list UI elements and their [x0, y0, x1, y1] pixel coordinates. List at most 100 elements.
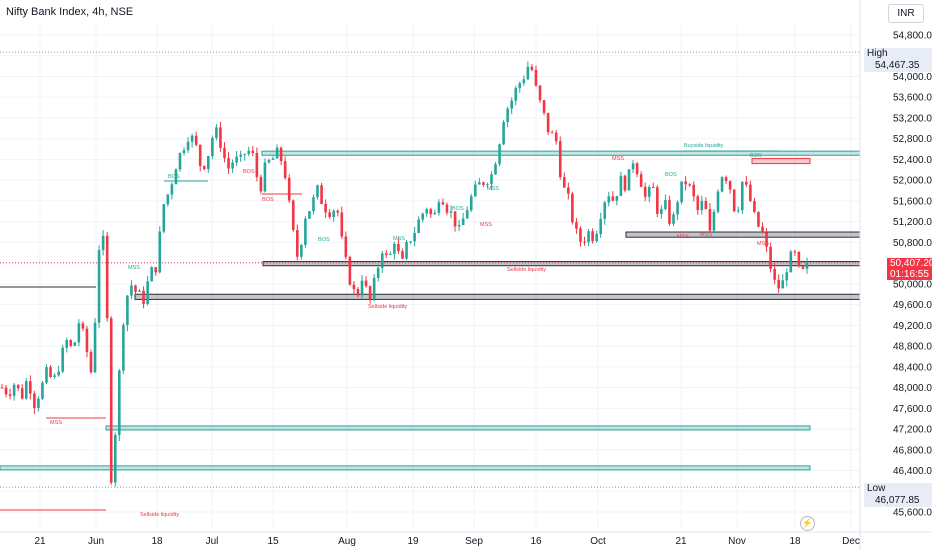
candle-body	[154, 267, 158, 273]
annotation-label: Buyside liquidity	[684, 143, 724, 149]
candle-body	[259, 176, 263, 192]
candle-body	[348, 256, 352, 285]
y-tick-label: 47,200.00	[893, 425, 932, 436]
candle-body	[142, 290, 145, 305]
candle-body	[724, 177, 728, 182]
candle-body	[122, 324, 125, 371]
candle-body	[611, 196, 615, 201]
candle-body	[65, 340, 69, 348]
candle-body	[134, 285, 137, 292]
candle-body	[720, 177, 724, 192]
candle-body	[542, 100, 546, 113]
candle-body	[235, 156, 238, 163]
y-tick-label: 47,600.00	[893, 404, 932, 415]
annotation-label: BOS	[318, 237, 330, 243]
liquidity-zone	[0, 465, 811, 471]
currency-button[interactable]: INR	[888, 4, 924, 23]
candle-body	[364, 280, 368, 287]
liquidity-zone	[751, 157, 811, 165]
x-tick-label: 18	[789, 536, 801, 547]
low-tag: Low 46,077.85	[864, 483, 932, 507]
y-tick-label: 52,400.00	[893, 155, 932, 166]
candle-body	[61, 347, 64, 372]
y-tick-label: 50,000.00	[893, 279, 932, 290]
annotation-label: MSS	[612, 156, 624, 162]
candle-body	[283, 161, 287, 178]
candle-body	[445, 204, 449, 213]
candle-body	[255, 153, 259, 177]
candle-body	[757, 211, 760, 227]
lightning-icon[interactable]: ⚡	[800, 516, 815, 531]
candle-body	[413, 232, 416, 242]
candle-body	[514, 88, 518, 101]
candle-body	[558, 141, 562, 178]
candle-body	[425, 209, 429, 214]
candle-body	[550, 132, 554, 134]
candle-body	[684, 181, 687, 185]
y-tick-label: 46,800.00	[893, 445, 932, 456]
candle-body	[728, 181, 732, 190]
candle-body	[89, 352, 93, 373]
candle-body	[437, 202, 441, 213]
candle-body	[198, 144, 202, 166]
candle-body	[619, 175, 623, 196]
candle-body	[271, 158, 275, 160]
candle-body	[692, 184, 696, 197]
candle-body	[380, 253, 384, 268]
candle-body	[118, 370, 121, 436]
candle-body	[793, 251, 797, 253]
candle-body	[740, 181, 744, 211]
candle-body	[490, 174, 493, 185]
candle-body	[211, 137, 214, 156]
candle-body	[409, 241, 412, 243]
x-tick-label: Jun	[88, 536, 104, 547]
candle-body	[275, 147, 279, 159]
candle-body	[656, 187, 659, 214]
candle-body	[138, 290, 141, 292]
candle-body	[190, 135, 194, 142]
candle-body	[469, 196, 473, 211]
annotation-label: MSS	[757, 241, 769, 247]
candle-body	[352, 284, 356, 290]
high-value: 54,467.35	[875, 60, 920, 71]
candle-body	[567, 187, 570, 194]
candle-body	[502, 122, 505, 145]
candle-body	[603, 202, 607, 219]
candle-body	[146, 281, 149, 305]
candle-body	[57, 371, 60, 376]
candle-body	[243, 153, 247, 155]
y-tick-label: 51,200.00	[893, 217, 932, 228]
candle-body	[522, 79, 526, 84]
candle-body	[753, 201, 756, 212]
grid	[0, 25, 860, 528]
candle-body	[461, 218, 465, 226]
candle-body	[789, 251, 793, 273]
y-tick-label: 53,200.00	[893, 113, 932, 124]
annotation-label: Sellside liquidity	[140, 512, 179, 518]
candle-body	[227, 158, 230, 169]
candle-body	[805, 262, 809, 269]
liquidity-zone	[134, 293, 861, 300]
candle-body	[296, 230, 299, 257]
candle-body	[506, 108, 509, 123]
candle-body	[344, 236, 348, 257]
candle-body	[393, 243, 396, 254]
candle-body	[384, 253, 388, 255]
candle-body	[231, 162, 234, 169]
candle-body	[716, 191, 720, 212]
annotation-label: MSS	[487, 186, 499, 192]
y-tick-label: 46,400.00	[893, 466, 932, 477]
candle-body	[85, 328, 89, 353]
high-label: High	[867, 48, 888, 59]
candle-body	[765, 232, 768, 247]
candle-body	[668, 200, 671, 224]
candle-body	[130, 285, 133, 296]
annotation-label: Sellside liquidity	[507, 267, 546, 273]
candle-body	[247, 150, 251, 154]
annotation-label: BOS	[243, 169, 255, 175]
candle-body	[207, 155, 210, 170]
candle-body	[453, 211, 457, 227]
candle-body	[639, 174, 643, 187]
candle-body	[635, 163, 639, 175]
